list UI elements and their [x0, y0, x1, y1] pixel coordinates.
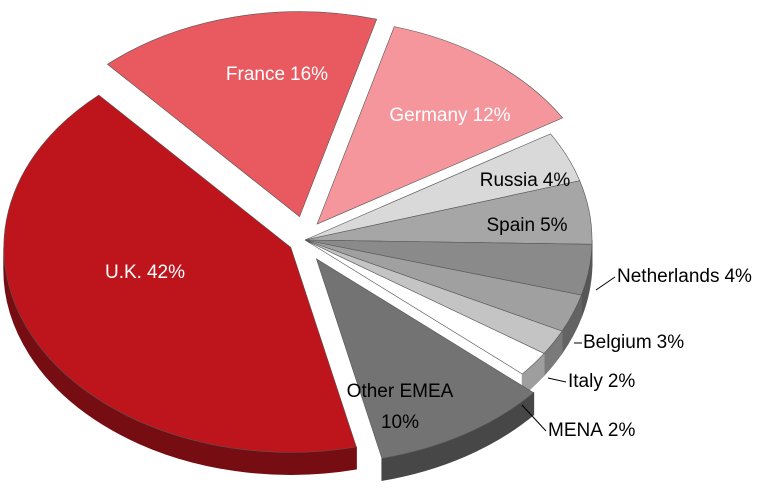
value-label: 4%	[543, 170, 571, 191]
value-label: 3%	[657, 332, 685, 353]
value-label: 42%	[147, 262, 185, 283]
slice-label: Italy 2%	[568, 371, 635, 392]
slice-label: Belgium 3%	[583, 332, 684, 353]
value-label: 10%	[381, 412, 419, 433]
category-label: Belgium	[583, 332, 652, 353]
slice-label: Russia 4%	[480, 170, 571, 191]
leader-line	[547, 377, 567, 383]
category-label: Other EMEA	[347, 381, 454, 402]
category-label: Netherlands	[617, 266, 719, 287]
leader-line	[521, 404, 547, 432]
category-label: France	[226, 64, 285, 85]
slice-label: MENA 2%	[548, 420, 635, 441]
slice-label: Spain 5%	[486, 215, 567, 236]
slice-label: Other EMEA 10%	[347, 381, 454, 433]
value-label: 12%	[473, 105, 511, 126]
slice	[315, 258, 535, 459]
value-label: 2%	[608, 371, 636, 392]
category-label: Germany	[389, 105, 468, 126]
value-label: 4%	[724, 266, 752, 287]
slice	[316, 26, 564, 225]
category-label: Russia	[480, 170, 539, 191]
value-label: 5%	[540, 215, 568, 236]
slice-label: France 16%	[226, 64, 328, 85]
category-label: MENA	[548, 420, 603, 441]
slice	[3, 94, 357, 453]
value-label: 16%	[290, 64, 328, 85]
category-label: U.K.	[105, 262, 142, 283]
leader-line	[595, 276, 616, 291]
slice	[304, 239, 545, 375]
category-label: Italy	[568, 371, 603, 392]
category-label: Spain	[486, 215, 535, 236]
slice-label: Netherlands 4%	[617, 266, 752, 287]
value-label: 2%	[608, 420, 636, 441]
slice	[106, 11, 378, 218]
slice-label: Germany 12%	[389, 105, 510, 126]
slice-label: U.K. 42%	[105, 262, 185, 283]
